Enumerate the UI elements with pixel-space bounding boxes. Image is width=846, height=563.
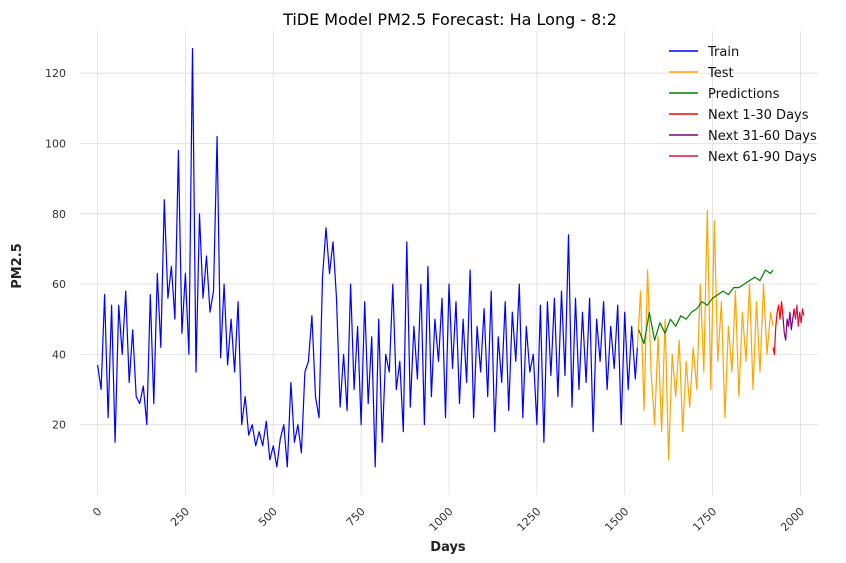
x-tick-label: 0	[90, 505, 104, 519]
x-tick-label: 2000	[778, 505, 807, 534]
series-line-test	[636, 209, 774, 461]
y-tick-label: 120	[45, 67, 66, 80]
y-tick-label: 40	[52, 348, 66, 361]
x-axis-ticks: 0 250 500 750 1000 1250 1500 1750 2000	[90, 505, 807, 534]
x-tick-label: 1500	[602, 505, 631, 534]
x-axis-label: Days	[430, 540, 466, 555]
x-tick-label: 250	[168, 505, 192, 529]
x-tick-label: 1000	[427, 505, 456, 534]
legend-label-next-61-90-days: Next 61-90 Days	[708, 150, 817, 165]
y-axis-label: PM2.5	[10, 243, 25, 289]
legend: Train Test Predictions Next 1-30 Days Next 3…	[669, 45, 817, 165]
series-line-next-61-90-days	[793, 304, 805, 327]
y-tick-label: 100	[45, 137, 66, 150]
chart-title: TiDE Model PM2.5 Forecast: Ha Long - 8:2	[282, 10, 617, 29]
series-line-predictions	[638, 269, 774, 345]
series-line-next-31-60-days	[782, 308, 795, 341]
legend-label-predictions: Predictions	[708, 87, 780, 102]
legend-label-next-1-30-days: Next 1-30 Days	[708, 108, 809, 123]
series-line-next-1-30-days	[772, 301, 784, 355]
legend-label-next-31-60-days: Next 31-60 Days	[708, 129, 817, 144]
y-tick-label: 80	[52, 208, 66, 221]
x-tick-label: 750	[344, 505, 368, 529]
legend-label-train: Train	[707, 45, 739, 60]
series-line-train	[97, 47, 638, 468]
y-axis-ticks: 20 40 60 80 100 120	[45, 67, 66, 432]
legend-label-test: Test	[707, 66, 734, 81]
x-tick-label: 1750	[690, 505, 719, 534]
y-tick-label: 20	[52, 419, 66, 432]
x-tick-label: 1250	[515, 505, 544, 534]
y-tick-label: 60	[52, 278, 66, 291]
x-tick-label: 500	[256, 505, 280, 529]
series-layer	[97, 47, 805, 468]
